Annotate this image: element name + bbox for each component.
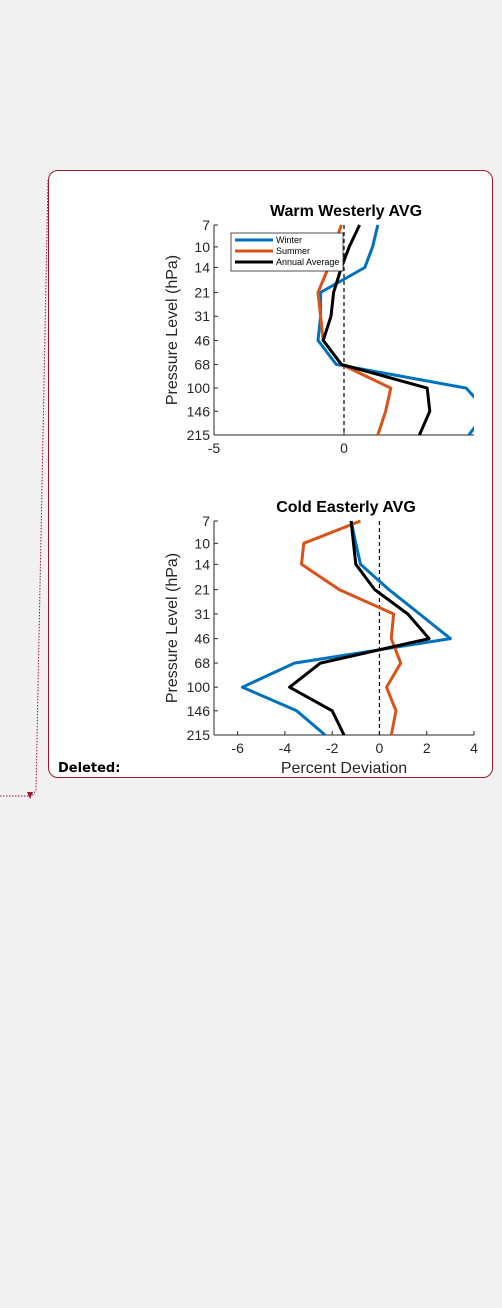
y-tick-label: 100 — [187, 679, 211, 695]
y-tick-label: 68 — [194, 655, 210, 671]
y-tick-label: 46 — [194, 332, 210, 348]
legend-entry: Winter — [276, 235, 302, 245]
y-tick-label: 100 — [187, 380, 211, 396]
x-tick-label: -6 — [231, 740, 244, 756]
y-axis-label: Pressure Level (hPa) — [164, 553, 181, 703]
y-tick-label: 146 — [187, 703, 211, 719]
y-tick-label: 31 — [194, 308, 210, 324]
x-tick-label: -5 — [208, 440, 221, 456]
x-axis-label: Percent Deviation — [281, 760, 407, 777]
y-tick-label: 46 — [194, 631, 210, 647]
series-line-winter — [240, 520, 452, 737]
x-tick-label: -4 — [279, 740, 292, 756]
connector-arrow-icon — [27, 792, 33, 799]
y-tick-label: 10 — [194, 239, 210, 255]
y-tick-label: 215 — [187, 727, 211, 743]
x-tick-label: 0 — [340, 440, 348, 456]
legend-entry: Annual Average — [276, 257, 339, 267]
deleted-label: Deleted: — [58, 761, 121, 776]
chart-title: Warm Westerly AVG — [270, 203, 422, 220]
y-tick-label: 215 — [187, 427, 211, 443]
y-tick-label: 14 — [194, 260, 210, 276]
series-line-winter — [316, 224, 474, 436]
y-tick-label: 146 — [187, 403, 211, 419]
y-tick-label: 21 — [194, 582, 210, 598]
y-tick-label: 7 — [202, 513, 210, 529]
chart-1: Warm Westerly AVG 7 10 14 21 31 46 68 100 146 215-… — [164, 203, 474, 456]
x-tick-label: 0 — [376, 740, 384, 756]
y-tick-label: 21 — [194, 284, 210, 300]
x-tick-label: -2 — [326, 740, 339, 756]
y-tick-label: 7 — [202, 217, 210, 233]
legend-entry: Summer — [276, 246, 310, 256]
y-axis-label: Pressure Level (hPa) — [164, 255, 181, 405]
connector-line-vertical — [31, 179, 49, 797]
chart-2: Cold Easterly AVG 7 10 14 21 31 46 68 100 146 215 -… — [164, 499, 478, 777]
y-tick-label: 10 — [194, 535, 210, 551]
series-line-annual-average — [321, 224, 432, 436]
y-tick-label: 68 — [194, 356, 210, 372]
chart-title: Cold Easterly AVG — [276, 499, 416, 516]
series-line-summer — [300, 519, 403, 736]
y-tick-label: 14 — [194, 556, 210, 572]
x-tick-label: 2 — [423, 740, 431, 756]
y-tick-label: 31 — [194, 606, 210, 622]
series-group — [240, 519, 452, 737]
series-line-annual-average — [288, 520, 431, 736]
x-tick-label: 4 — [470, 740, 478, 756]
